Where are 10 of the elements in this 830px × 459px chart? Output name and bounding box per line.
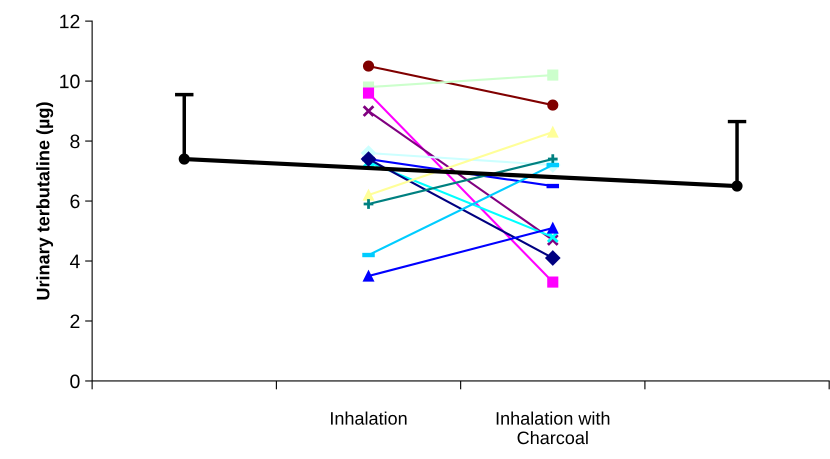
y-tick-label: 10 [60,74,80,88]
x-tick-label: Inhalation [331,412,407,425]
y-tick-label: 8 [70,134,80,148]
x-tick-label: Inhalation with Charcoal [496,412,610,444]
y-axis-title: Urinary terbutaline (µg) [36,102,54,300]
y-tick-label: 4 [70,254,80,268]
y-tick-label: 2 [70,314,80,328]
y-tick-label: 12 [60,14,80,28]
y-tick-label: 6 [70,194,80,208]
y-tick-label: 0 [70,374,80,388]
